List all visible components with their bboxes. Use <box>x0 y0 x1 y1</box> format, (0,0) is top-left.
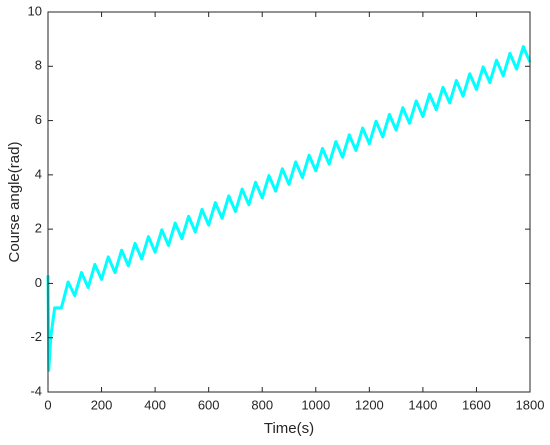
x-axis-label: Time(s) <box>264 420 314 437</box>
y-axis-label: Course angle(rad) <box>6 142 23 263</box>
plot-area <box>46 45 532 372</box>
x-tick-label: 200 <box>91 397 113 412</box>
data-line <box>46 45 532 372</box>
x-tick-label: 1800 <box>516 397 545 412</box>
y-tick-label: 6 <box>35 112 42 127</box>
y-tick-label: 4 <box>35 166 42 181</box>
y-tick-label: 10 <box>28 3 42 18</box>
x-tick-label: 1600 <box>462 397 491 412</box>
y-tick-label: -4 <box>30 383 42 398</box>
x-tick-label: 1200 <box>355 397 384 412</box>
y-tick-label: 8 <box>35 58 42 73</box>
y-tick-label: 0 <box>35 275 42 290</box>
axes-box <box>47 11 531 393</box>
x-tick-label: 0 <box>44 397 51 412</box>
y-tick-label: 2 <box>35 221 42 236</box>
x-tick-label: 800 <box>251 397 273 412</box>
x-tick-label: 600 <box>198 397 220 412</box>
y-tick-label: -2 <box>30 329 42 344</box>
x-tick-label: 400 <box>144 397 166 412</box>
x-tick-label: 1000 <box>301 397 330 412</box>
x-tick-label: 1400 <box>408 397 437 412</box>
